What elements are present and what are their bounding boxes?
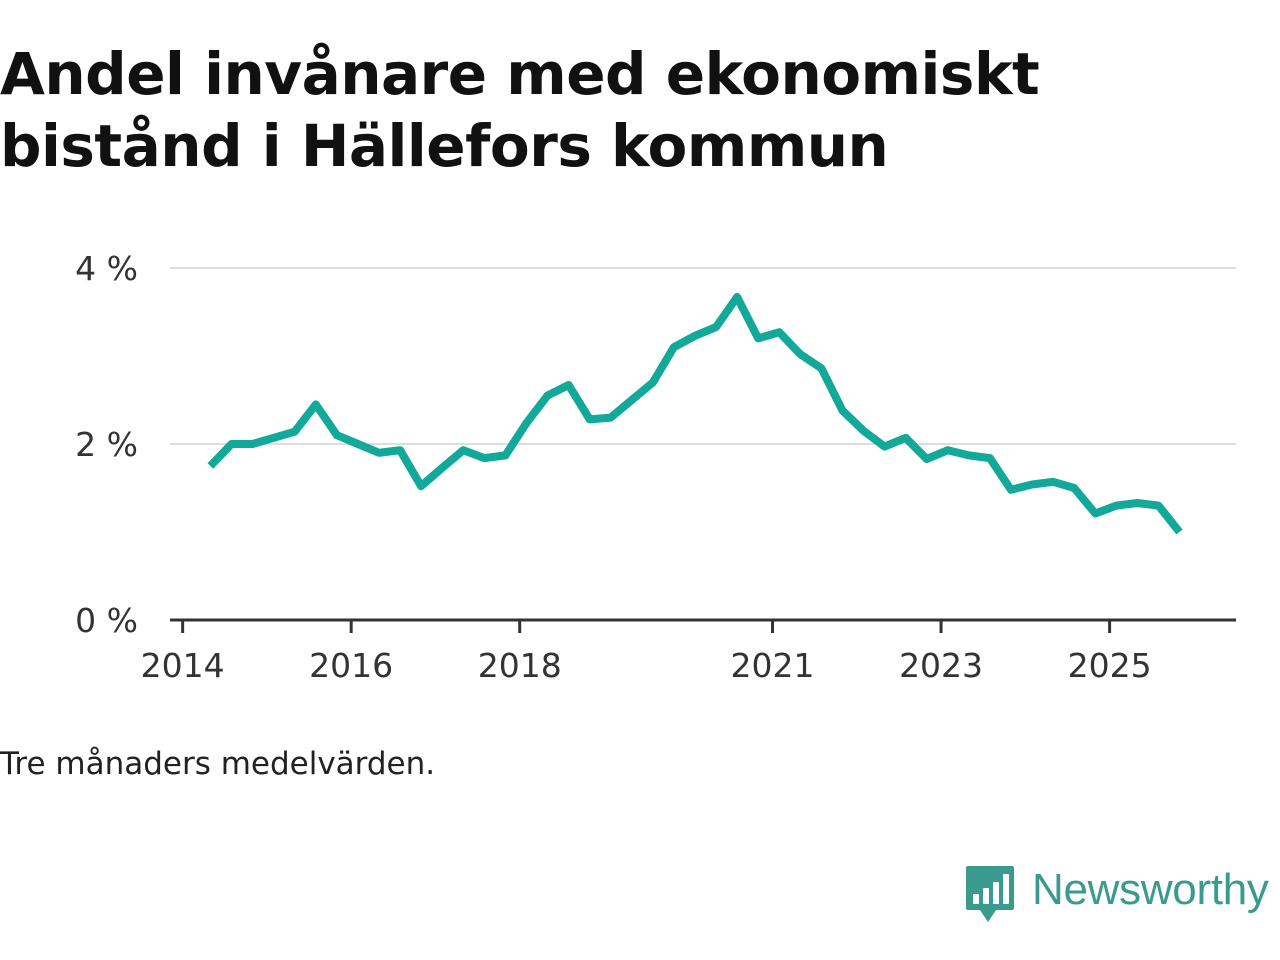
data-point <box>1007 486 1015 494</box>
data-point <box>249 440 257 448</box>
x-tick-label: 2018 <box>478 646 562 685</box>
data-point <box>1112 502 1120 510</box>
data-point <box>923 455 931 463</box>
y-tick-label: 0 % <box>75 601 138 640</box>
data-point <box>480 454 488 462</box>
data-point <box>206 462 214 470</box>
x-tick-label: 2021 <box>731 646 815 685</box>
y-axis-labels: 0 % 2 % 4 % <box>75 249 138 640</box>
data-point <box>649 378 657 386</box>
data-point <box>1155 502 1163 510</box>
data-point <box>817 364 825 372</box>
data-point <box>839 407 847 415</box>
data-point <box>902 434 910 442</box>
series-line-0 <box>207 293 1183 535</box>
data-point <box>1091 510 1099 518</box>
x-tick-label: 2014 <box>141 646 225 685</box>
data-point <box>944 446 952 454</box>
x-tick-label: 2023 <box>899 646 983 685</box>
data-point <box>754 334 762 342</box>
data-point <box>607 414 615 422</box>
data-point <box>291 428 299 436</box>
data-point <box>670 343 678 351</box>
x-tick-label: 2025 <box>1068 646 1152 685</box>
data-point <box>1070 484 1078 492</box>
chart-note: Tre månaders medelvärden. <box>0 746 436 782</box>
data-point <box>270 434 278 442</box>
data-point <box>860 427 868 435</box>
data-point <box>586 415 594 423</box>
data-point <box>733 293 741 301</box>
y-tick-label: 4 % <box>75 249 138 288</box>
chart-title: Andel invånare med ekonomiskt bistånd i … <box>0 40 1040 180</box>
data-point <box>1028 481 1036 489</box>
data-point <box>523 419 531 427</box>
newsworthy-logo-icon <box>966 866 1014 922</box>
x-axis-labels: 2014 2016 2018 2021 2023 2025 <box>141 646 1152 685</box>
data-point <box>986 454 994 462</box>
data-point <box>565 381 573 389</box>
data-point <box>712 323 720 331</box>
data-point <box>1133 499 1141 507</box>
data-point <box>459 446 467 454</box>
x-tick-label: 2016 <box>309 646 393 685</box>
data-point <box>228 440 236 448</box>
series-group <box>206 293 1184 536</box>
data-point <box>965 451 973 459</box>
data-point <box>438 464 446 472</box>
data-point <box>1176 528 1184 536</box>
data-point <box>1049 478 1057 486</box>
gridlines <box>170 267 1236 445</box>
data-point <box>417 482 425 490</box>
data-point <box>375 449 383 457</box>
data-point <box>312 400 320 408</box>
data-point <box>501 451 509 459</box>
data-point <box>544 392 552 400</box>
brand-name: Newsworthy <box>1032 865 1269 914</box>
data-point <box>796 350 804 358</box>
data-point <box>628 396 636 404</box>
data-point <box>354 440 362 448</box>
data-point <box>333 431 341 439</box>
data-point <box>775 328 783 336</box>
data-point <box>881 443 889 451</box>
y-tick-label: 2 % <box>75 425 138 464</box>
newsworthy-logo[interactable]: Newsworthy <box>964 864 1269 928</box>
data-point <box>396 446 404 454</box>
data-point <box>691 332 699 340</box>
x-axis-ticks <box>181 620 1112 633</box>
